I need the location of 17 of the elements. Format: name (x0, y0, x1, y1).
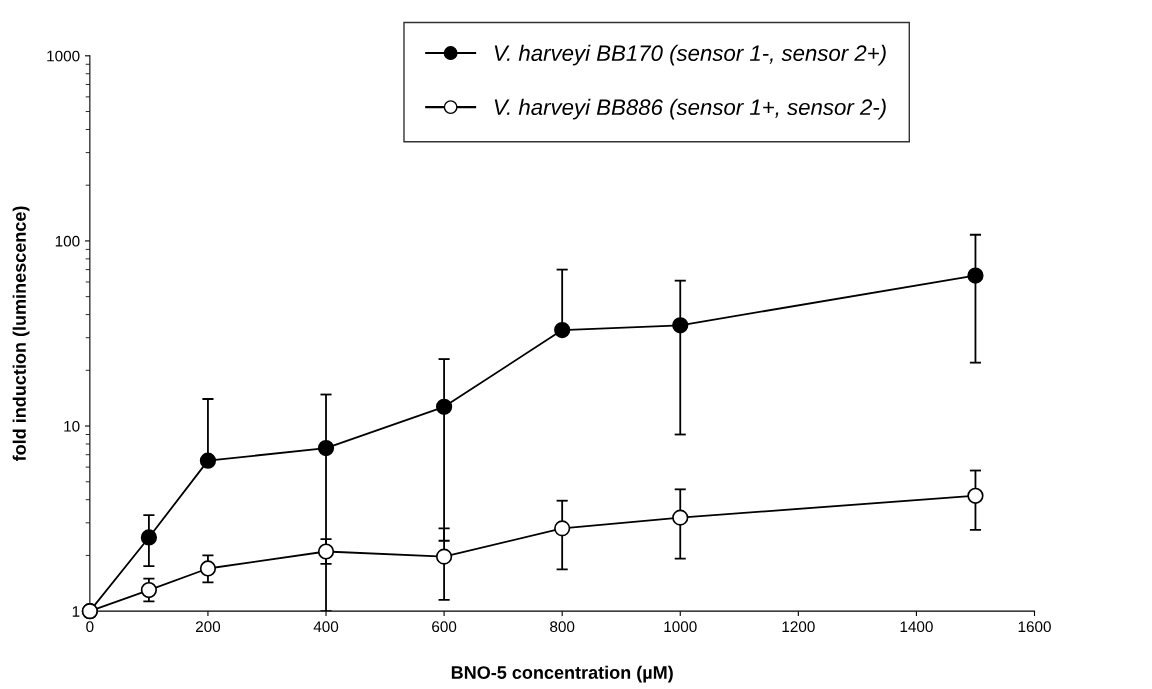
y-tick-label: 1000 (47, 50, 80, 62)
x-tick-label: 1400 (900, 621, 933, 633)
y-tick-label: 10 (64, 420, 80, 432)
x-axis-title: BNO-5 concentration (µM) (451, 665, 673, 683)
x-tick-label: 1600 (1018, 621, 1051, 633)
y-axis-title: fold induction (luminescence) (12, 206, 30, 462)
x-tick-label: 1200 (782, 621, 815, 633)
y-tick-label: 100 (55, 235, 80, 247)
y-tick-label: 1 (72, 606, 80, 617)
legend-label: V. harveyi BB886 (sensor 1+, sensor 2-) (494, 98, 886, 120)
x-tick-label: 0 (86, 621, 94, 633)
legend-label: V. harveyi BB170 (sensor 1-, sensor 2+) (494, 44, 886, 66)
x-tick-label: 600 (432, 621, 457, 633)
x-tick-label: 200 (195, 621, 221, 633)
x-tick-label: 400 (313, 621, 339, 633)
x-tick-label: 800 (550, 621, 575, 633)
x-tick-label: 1000 (664, 621, 697, 633)
